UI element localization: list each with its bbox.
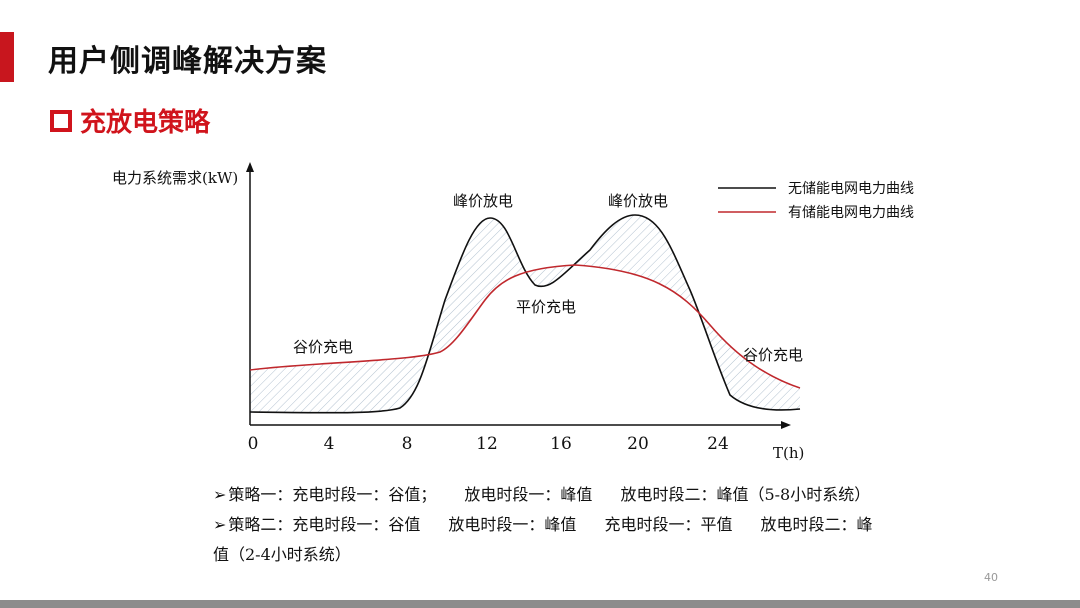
strategy-2-discharge-1: 放电时段一：峰值: [448, 515, 577, 534]
difference-hatch-area: [250, 215, 800, 413]
strategy-item: ➢ 策略一：充电时段一：谷值； 放电时段一：峰值 放电时段二：峰值（5-8小时系统）: [213, 480, 953, 510]
curve-with-storage: [249, 264, 801, 389]
annotation-valley-charge-right: 谷价充电: [743, 346, 803, 364]
legend-label-without-storage: 无储能电网电力曲线: [788, 181, 914, 197]
curve-without-storage: [249, 214, 801, 414]
annotation-flat-charge: 平价充电: [516, 298, 576, 316]
strategy-1-discharge-1: 放电时段一：峰值: [464, 485, 593, 504]
x-tick-label: 24: [707, 434, 729, 454]
section-heading: 充放电策略: [50, 102, 210, 139]
legend-label-with-storage: 有储能电网电力曲线: [788, 205, 914, 221]
strategy-2-discharge-2: 放电时段二：峰: [760, 515, 873, 534]
section-heading-text: 充放电策略: [80, 108, 211, 138]
strategy-1-discharge-2: 放电时段二：峰值（5-8小时系统）: [620, 485, 871, 504]
x-tick-label: 20: [627, 434, 649, 454]
x-tick-label: 4: [324, 434, 335, 454]
page-number: 40: [984, 571, 998, 584]
strategy-list: ➢ 策略一：充电时段一：谷值； 放电时段一：峰值 放电时段二：峰值（5-8小时系统） …: [213, 480, 953, 570]
annotation-peak-discharge-left: 峰价放电: [453, 192, 513, 210]
x-axis-arrow-icon: [781, 421, 791, 429]
title-accent-bar: [0, 32, 14, 82]
page-title: 用户侧调峰解决方案: [48, 44, 327, 79]
arrow-bullet-icon: ➢: [213, 515, 227, 534]
annotation-peak-discharge-right: 峰价放电: [608, 192, 668, 210]
strategy-1-charge: 策略一：充电时段一：谷值；: [228, 485, 437, 504]
y-axis-label: 电力系统需求(kW): [112, 169, 238, 187]
x-tick-label: 8: [402, 434, 413, 454]
annotation-valley-charge-left: 谷价充电: [293, 338, 353, 356]
arrow-bullet-icon: ➢: [213, 485, 227, 504]
hollow-square-icon: [50, 109, 72, 132]
x-tick-label: 0: [248, 434, 259, 454]
strategy-item: ➢ 策略二：充电时段一：谷值 放电时段一：峰值 充电时段一：平值 放电时段二：峰: [213, 510, 953, 540]
footer-bar: [0, 600, 1080, 608]
x-tick-label: 16: [550, 434, 572, 454]
y-axis-arrow-icon: [246, 162, 254, 172]
legend: 无储能电网电力曲线 有储能电网电力曲线: [718, 181, 914, 221]
strategy-item-continuation: 值（2-4小时系统）: [213, 545, 351, 564]
x-tick-label: 12: [476, 434, 498, 454]
x-axis-label: T(h): [773, 444, 804, 462]
strategy-2-charge-2: 充电时段一：平值: [604, 515, 733, 534]
strategy-2-charge: 策略二：充电时段一：谷值: [228, 515, 421, 534]
